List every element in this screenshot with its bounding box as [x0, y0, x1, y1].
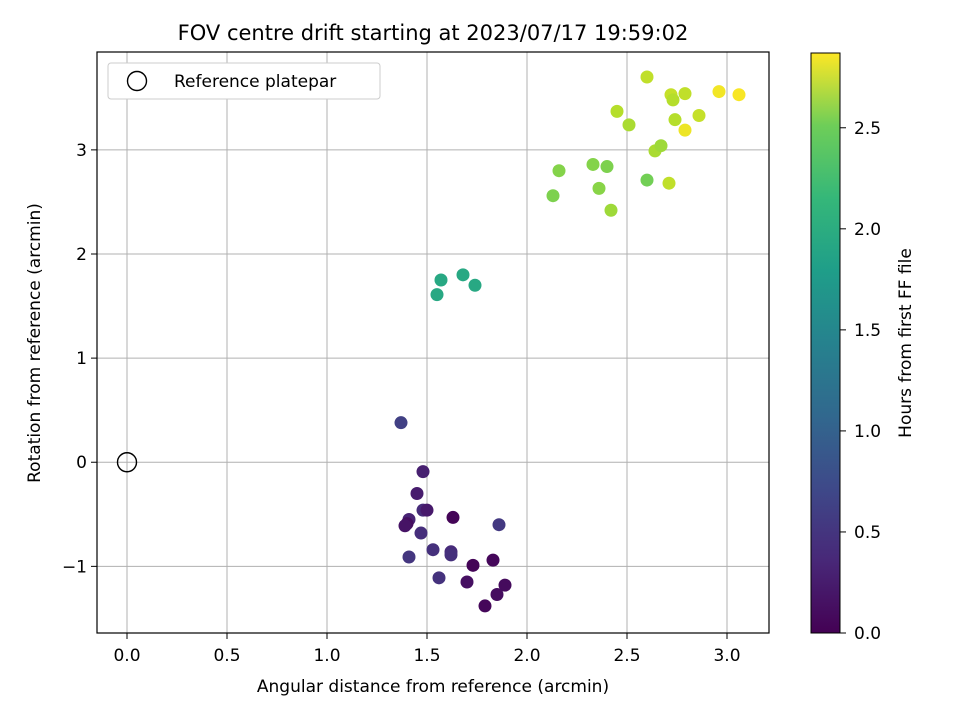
y-tick-label: 1 [76, 349, 87, 369]
colorbar-tick-label: 1.5 [854, 321, 881, 341]
data-point [486, 553, 500, 567]
colorbar-tick-label: 1.0 [854, 422, 881, 442]
y-axis-ticks: −1 0 1 2 3 [62, 141, 97, 577]
data-points [394, 70, 746, 613]
colorbar-label: Hours from first FF file [896, 248, 916, 438]
data-point [640, 70, 654, 84]
legend-label: Reference platepar [174, 72, 336, 92]
plot-area: 0.0 0.5 1.0 1.5 2.0 2.5 3.0 −1 0 1 2 3 [62, 51, 770, 666]
data-point [456, 268, 470, 282]
data-point [414, 526, 428, 540]
reference-marker [116, 452, 138, 473]
x-tick-label: 0.5 [213, 646, 240, 666]
data-point [394, 416, 408, 430]
y-tick-label: −1 [62, 557, 87, 577]
data-point [712, 85, 726, 99]
colorbar-tick-label: 0.5 [854, 523, 881, 543]
data-point [732, 88, 746, 102]
data-point [640, 173, 654, 187]
data-point [678, 87, 692, 101]
legend: Reference platepar [107, 62, 381, 100]
grid [97, 52, 769, 633]
data-point [692, 109, 706, 123]
data-point [610, 104, 624, 118]
data-point [498, 578, 512, 592]
x-tick-label: 1.5 [413, 646, 440, 666]
data-point [432, 571, 446, 585]
data-point [622, 118, 636, 132]
data-point [592, 181, 606, 195]
data-point [416, 465, 430, 479]
x-tick-label: 2.5 [613, 646, 640, 666]
x-tick-label: 2.0 [513, 646, 540, 666]
y-tick-label: 0 [76, 453, 87, 473]
colorbar-gradient [810, 52, 841, 634]
x-tick-label: 3.0 [713, 646, 740, 666]
data-point [466, 558, 480, 572]
plot-frame [96, 51, 770, 634]
y-tick-label: 3 [76, 141, 87, 161]
y-tick-label: 2 [76, 245, 87, 265]
colorbar-ticks: 0.0 0.5 1.0 1.5 2.0 2.5 [840, 119, 881, 644]
data-point [410, 486, 424, 500]
data-point [426, 543, 440, 557]
data-point [662, 176, 676, 190]
data-point [552, 164, 566, 178]
data-point [666, 93, 680, 107]
data-point [678, 123, 692, 137]
data-point [444, 548, 458, 562]
legend-frame [107, 62, 381, 100]
legend-marker [126, 70, 148, 92]
colorbar-tick-label: 2.0 [854, 220, 881, 240]
data-point [600, 160, 614, 174]
data-point [420, 503, 434, 517]
data-point [446, 510, 460, 524]
data-point [430, 288, 444, 302]
x-axis-ticks: 0.0 0.5 1.0 1.5 2.0 2.5 3.0 [113, 633, 741, 666]
data-point [398, 519, 412, 533]
data-point [460, 575, 474, 589]
data-point [604, 203, 618, 217]
data-point [434, 273, 448, 287]
y-axis-label: Rotation from reference (arcmin) [25, 203, 45, 483]
data-point [492, 518, 506, 532]
data-point [478, 599, 492, 613]
data-point [654, 139, 668, 153]
x-tick-label: 1.0 [313, 646, 340, 666]
data-point [546, 189, 560, 203]
data-point [468, 278, 482, 292]
data-point [668, 113, 682, 127]
data-point [402, 550, 416, 564]
chart-title: FOV centre drift starting at 2023/07/17 … [178, 21, 689, 45]
colorbar-tick-label: 0.0 [854, 624, 881, 644]
x-tick-label: 0.0 [113, 646, 140, 666]
data-point [586, 157, 600, 171]
colorbar-tick-label: 2.5 [854, 119, 881, 139]
x-axis-label: Angular distance from reference (arcmin) [257, 677, 609, 697]
data-point [490, 587, 504, 601]
colorbar: 0.0 0.5 1.0 1.5 2.0 2.5 Hours from first FF f… [810, 52, 916, 644]
